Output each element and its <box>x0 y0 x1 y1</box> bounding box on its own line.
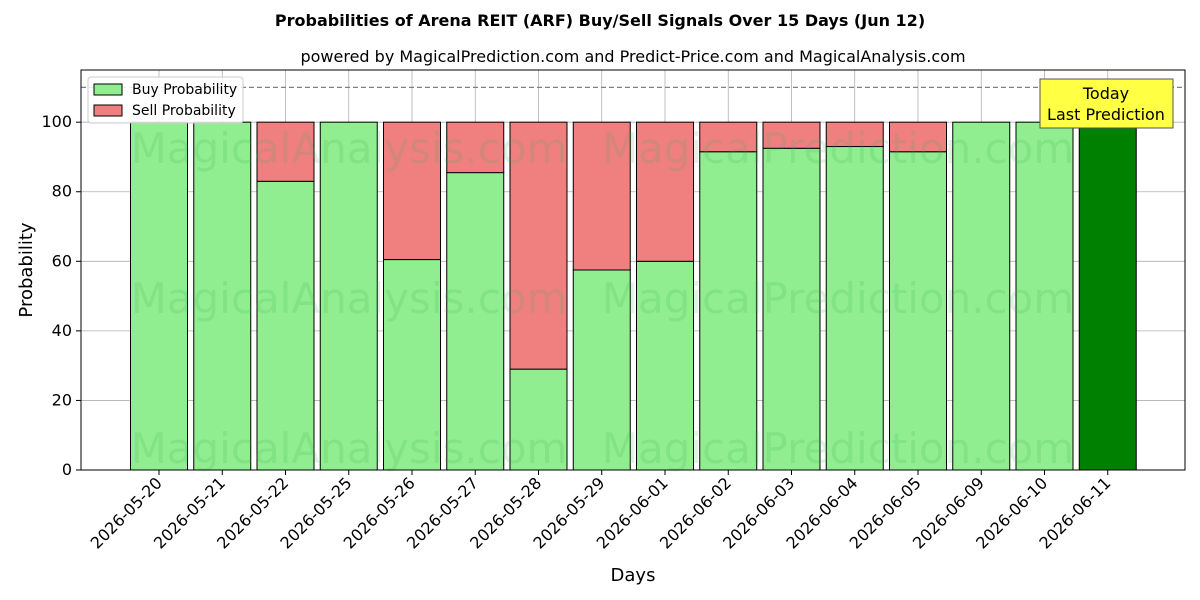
buy-bar <box>636 260 694 471</box>
y-axis-label: Probability <box>16 222 37 317</box>
y-tick-label: 0 <box>62 460 72 479</box>
sell-bar <box>383 121 441 261</box>
sell-bar <box>256 121 315 182</box>
watermarks: MagicalAnalysis.com MagicalPrediction.com… <box>131 124 1075 473</box>
y-tick-label: 40 <box>52 321 72 340</box>
buy-bar <box>383 259 441 471</box>
buy-bar <box>1078 121 1137 471</box>
sell-bar <box>699 121 758 153</box>
y-axis: 0 20 40 60 80 100 <box>41 112 81 479</box>
sell-bar <box>825 121 884 148</box>
buy-bar <box>825 146 884 471</box>
sell-bar <box>446 121 505 174</box>
buy-bar <box>256 180 315 471</box>
legend-label: Buy Probability <box>132 82 237 98</box>
y-tick-label: 100 <box>41 112 72 131</box>
legend-label: Sell Probability <box>132 103 236 119</box>
buy-bar <box>1015 121 1074 471</box>
sell-bar <box>572 121 631 271</box>
chart-subtitle: powered by MagicalPrediction.com and Pre… <box>300 47 965 66</box>
legend-box <box>87 76 244 124</box>
sell-bar <box>762 121 821 149</box>
x-axis: 2026-05-202026-05-212026-05-222026-05-25… <box>87 470 1115 553</box>
watermark-text: MagicalPrediction.com <box>602 124 1075 173</box>
legend: Buy Probability Sell Probability <box>87 76 244 124</box>
buy-bar <box>762 147 821 471</box>
watermark-text: MagicalPrediction.com <box>602 424 1075 473</box>
y-tick-label: 80 <box>52 182 72 201</box>
sell-bar <box>636 121 694 262</box>
x-axis-label: Days <box>611 565 656 586</box>
y-tick-label: 20 <box>52 390 72 409</box>
sell-bar <box>889 121 947 153</box>
buy-bar <box>952 121 1011 471</box>
watermark-text: MagicalPrediction.com <box>602 274 1075 323</box>
buy-bar <box>509 368 568 471</box>
plot-frame <box>80 69 1186 471</box>
watermark-text: MagicalAnalysis.com <box>131 424 568 473</box>
buy-bar <box>889 151 947 471</box>
bars <box>130 121 1137 471</box>
watermark-text: MagicalAnalysis.com <box>131 274 568 323</box>
legend-swatch <box>93 83 123 96</box>
legend-swatch <box>93 104 123 117</box>
y-tick-label: 60 <box>52 251 72 270</box>
chart-title: Probabilities of Arena REIT (ARF) Buy/Se… <box>275 11 925 30</box>
buy-bar <box>572 269 631 471</box>
watermark-text: MagicalAnalysis.com <box>131 124 568 173</box>
sell-bar <box>509 121 568 370</box>
annotation-line: Today <box>1082 84 1129 103</box>
buy-bar <box>319 121 378 471</box>
today-annotation: Today Last Prediction <box>1039 78 1174 129</box>
annotation-box <box>1039 78 1174 129</box>
buy-bar <box>699 151 758 471</box>
annotation-line: Last Prediction <box>1047 105 1165 124</box>
